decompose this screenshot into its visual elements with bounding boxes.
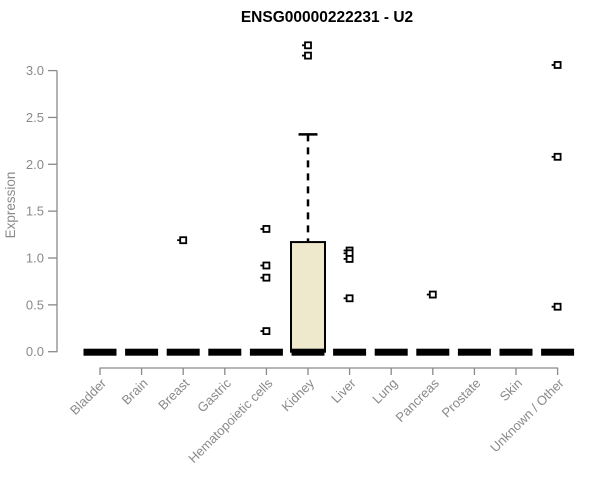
outlier-point xyxy=(262,225,271,233)
outlier-point xyxy=(262,261,271,270)
median-bar xyxy=(457,348,491,356)
category-label: Brain xyxy=(119,376,151,408)
box xyxy=(290,241,326,353)
plot-area: 0.0 0.5 1.0 1.5 2.0 2.5 3.0 Bladder Brain Breast G… xyxy=(26,41,575,466)
category-label: Skin xyxy=(497,376,525,404)
outlier-point xyxy=(304,51,312,60)
median-bar xyxy=(83,348,117,356)
median-bar xyxy=(374,348,408,356)
y-tick-label: 3.0 xyxy=(26,63,44,78)
category-label: Lung xyxy=(369,376,400,407)
median-bar xyxy=(125,348,159,356)
category-label: Pancreas xyxy=(392,375,442,425)
outlier-point xyxy=(553,302,562,311)
median-bar xyxy=(333,348,367,356)
category-label: Prostate xyxy=(439,376,484,421)
median-bar xyxy=(541,348,575,356)
y-tick-label: 0.0 xyxy=(26,344,44,359)
outlier-point xyxy=(553,61,562,69)
outlier-point xyxy=(428,290,437,299)
median-bar xyxy=(499,348,533,356)
outlier-point xyxy=(262,273,271,282)
outlier-point xyxy=(262,327,271,335)
y-tick-label: 0.5 xyxy=(26,297,44,312)
category-label: Liver xyxy=(328,375,359,406)
category-label: Unknown / Other xyxy=(487,375,567,455)
median-bar xyxy=(208,348,242,356)
outlier-point xyxy=(345,255,354,263)
category-label: Gastric xyxy=(194,375,234,415)
category-label: Bladder xyxy=(67,375,110,418)
y-tick-label: 1.5 xyxy=(26,204,44,219)
outlier-point xyxy=(553,152,562,161)
median-bar xyxy=(249,348,283,356)
y-tick-label: 2.0 xyxy=(26,157,44,172)
median-bar xyxy=(416,348,450,356)
outlier-point xyxy=(345,294,354,303)
chart-title: ENSG00000222231 - U2 xyxy=(241,9,413,26)
y-tick-label: 2.5 xyxy=(26,110,44,125)
outlier-point xyxy=(304,41,312,50)
category-label: Breast xyxy=(155,375,192,412)
category-label: Kidney xyxy=(278,375,317,414)
median-bar xyxy=(166,348,200,356)
y-tick-label: 1.0 xyxy=(26,251,44,266)
outlier-point xyxy=(179,236,188,245)
median-bar xyxy=(291,348,325,356)
y-axis-title: Expression xyxy=(3,172,18,239)
